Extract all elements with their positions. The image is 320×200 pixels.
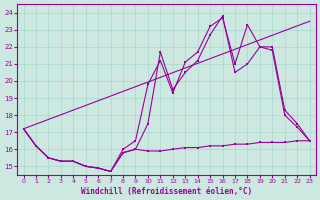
X-axis label: Windchill (Refroidissement éolien,°C): Windchill (Refroidissement éolien,°C)	[81, 187, 252, 196]
